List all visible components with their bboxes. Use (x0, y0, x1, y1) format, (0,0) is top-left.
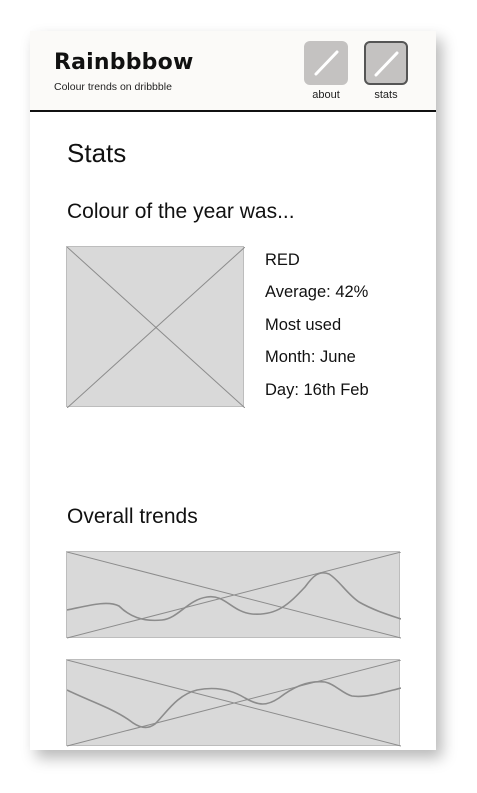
stat-day: Day: 16th Feb (265, 380, 369, 399)
app-subtitle: Colour trends on dribbble (54, 81, 172, 93)
trend-chart-placeholder-2 (66, 659, 401, 747)
trend-chart-placeholder-1 (66, 551, 401, 639)
colour-section-heading: Colour of the year was... (67, 200, 295, 223)
colour-stats-list: RED Average: 42% Most used Month: June D… (265, 250, 369, 412)
nav-about-button[interactable]: about (303, 41, 349, 101)
page-title: Stats (67, 138, 127, 168)
colour-image-placeholder (66, 246, 245, 408)
app-frame: Rainbbbow Colour trends on dribbble abou… (30, 31, 436, 750)
nav-stats-button[interactable]: stats (363, 41, 409, 101)
stats-placeholder-icon (364, 41, 408, 85)
stat-colour-name: RED (265, 251, 300, 269)
app-header: Rainbbbow Colour trends on dribbble abou… (30, 31, 436, 112)
app-title: Rainbbbow (54, 50, 194, 75)
stat-most-used: Most used (265, 315, 342, 334)
stat-month: Month: June (265, 348, 356, 367)
stat-average: Average: 42% (265, 283, 369, 302)
trends-section-heading: Overall trends (67, 505, 198, 528)
about-placeholder-icon (304, 41, 348, 85)
nav-about-label: about (312, 89, 340, 101)
nav-stats-label: stats (374, 89, 398, 101)
